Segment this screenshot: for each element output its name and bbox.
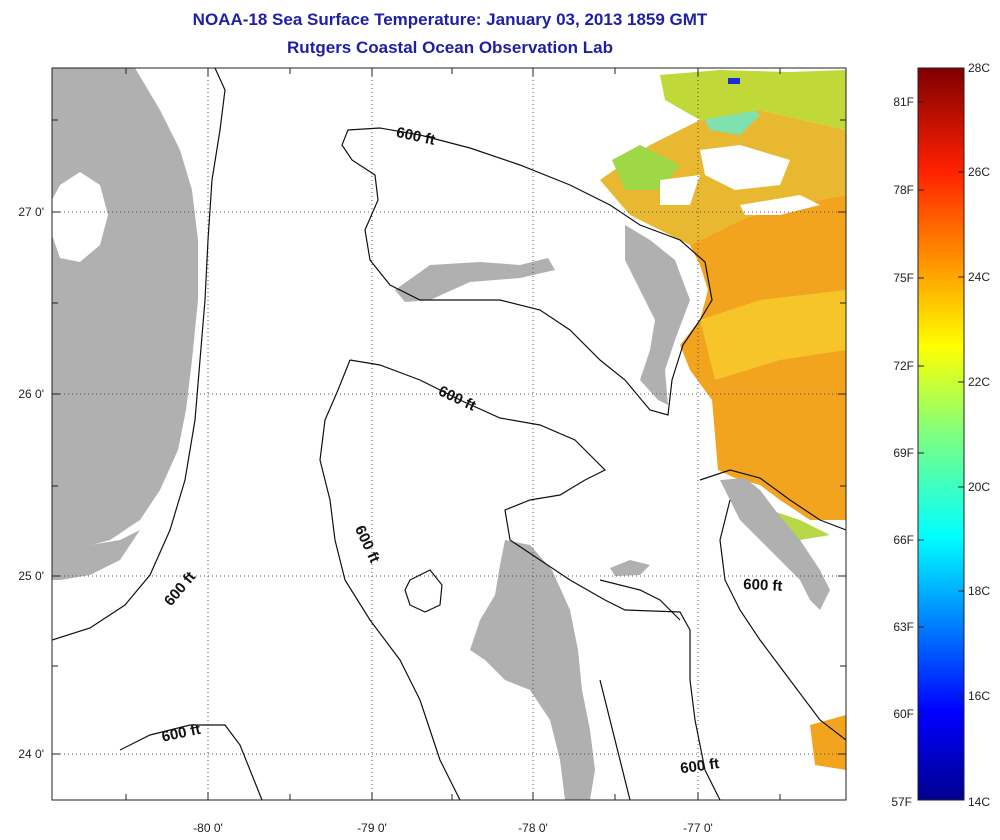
contour-label-5: 600 ft [743, 576, 783, 595]
colorbar: 28C 26C 24C 22C 20C 18C 16C 14C 81F 78F … [891, 61, 990, 809]
x-tick-label: -77 0' [683, 821, 713, 835]
lake-okeechobee [52, 172, 108, 262]
cloud-gap-2 [660, 175, 700, 205]
colorbar-c-label: 24C [968, 270, 990, 284]
x-tick-marks [125, 68, 781, 800]
contour-cay-sal [404, 569, 443, 613]
colorbar-c-label: 28C [968, 61, 990, 75]
contour-great-bahama-bank [349, 359, 721, 800]
land-bimini-coast [52, 530, 140, 580]
land-abaco [625, 225, 690, 405]
colorbar-gradient [917, 67, 965, 801]
depth-contours [52, 68, 846, 800]
x-tick-label: -79 0' [357, 821, 387, 835]
colorbar-f-label: 75F [893, 271, 914, 285]
x-axis-labels: -80 0' -79 0' -78 0' -77 0' [193, 821, 713, 835]
x-tick-label: -80 0' [193, 821, 223, 835]
colorbar-f-label: 72F [893, 359, 914, 373]
y-tick-marks [52, 119, 846, 755]
map-title: NOAA-18 Sea Surface Temperature: January… [192, 10, 708, 29]
land-eleuthera-east [720, 478, 830, 610]
colorbar-ticks [918, 67, 964, 715]
contour-florida-shelf [52, 68, 226, 641]
y-tick-label: 24 0' [18, 747, 44, 761]
sst-patch-corner [810, 715, 846, 770]
contour-label-7: 600 ft [679, 755, 720, 777]
sst-cold-pixel [728, 78, 740, 84]
cloud-gap-1 [700, 145, 790, 190]
colorbar-c-label: 26C [968, 165, 990, 179]
colorbar-c-label: 22C [968, 375, 990, 389]
map-frame [51, 67, 847, 801]
contour-tongue-of-ocean [599, 579, 681, 621]
colorbar-f-label: 66F [893, 533, 914, 547]
land-andros [470, 540, 595, 800]
grid-lines [52, 68, 846, 800]
colorbar-f-label: 69F [893, 446, 914, 460]
colorbar-f-label: 78F [893, 183, 914, 197]
y-tick-label: 26 0' [18, 387, 44, 401]
y-axis-labels: 27 0' 26 0' 25 0' 24 0' [18, 205, 44, 761]
map-subtitle: Rutgers Coastal Ocean Observation Lab [287, 38, 613, 57]
sst-patch-east-yellow [700, 290, 846, 380]
contour-little-bahama-bank [341, 127, 713, 416]
colorbar-f-label: 63F [893, 620, 914, 634]
sst-patch-north-green [612, 145, 680, 190]
land-layer [52, 68, 830, 800]
colorbar-c-label: 20C [968, 480, 990, 494]
sst-data-layer [600, 70, 846, 770]
x-tick-label: -78 0' [518, 821, 548, 835]
sst-patch-top [660, 70, 846, 130]
colorbar-c-label: 18C [968, 584, 990, 598]
contour-gbb-west [319, 359, 461, 800]
contour-cuba-shelf [119, 724, 263, 800]
colorbar-c-label: 14C [968, 795, 990, 809]
colorbar-f-label: 57F [891, 795, 912, 809]
y-tick-label: 25 0' [18, 569, 44, 583]
contour-exuma [719, 499, 846, 741]
cloud-gap-3 [740, 195, 820, 215]
land-eleuthera [610, 560, 650, 576]
y-tick-label: 27 0' [18, 205, 44, 219]
colorbar-f-label: 60F [893, 707, 914, 721]
contour-andros-south [599, 679, 631, 800]
colorbar-c-label: 16C [968, 689, 990, 703]
land-grand-bahama [395, 258, 555, 302]
contour-eleuthera [699, 469, 846, 531]
cloud-layer [52, 145, 820, 262]
colorbar-f-label: 81F [893, 95, 914, 109]
